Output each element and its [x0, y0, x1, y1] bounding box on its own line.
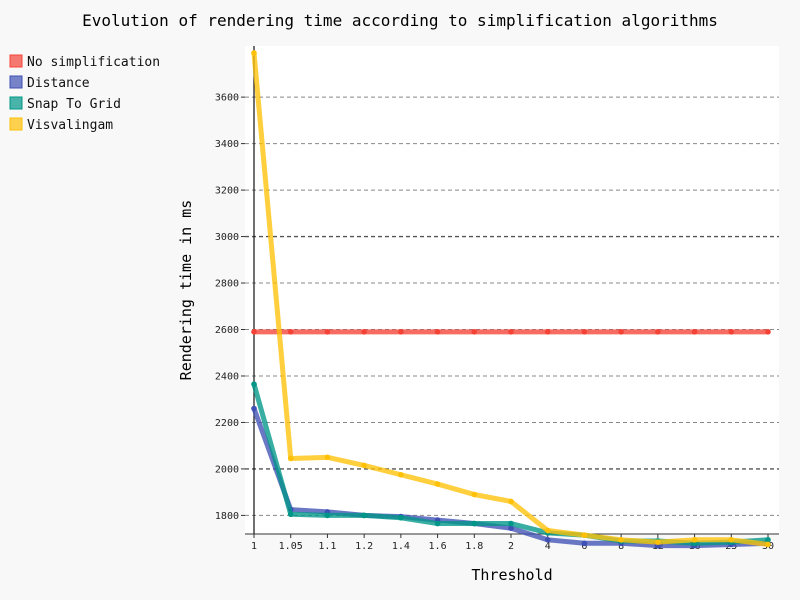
- data-point: [398, 329, 404, 335]
- y-tick-label: 2000: [215, 464, 239, 475]
- y-tick-label: 3200: [215, 186, 239, 197]
- legend-label: Distance: [27, 76, 90, 91]
- data-point: [471, 491, 478, 498]
- data-point: [508, 520, 514, 527]
- data-point: [691, 537, 698, 543]
- data-point: [287, 329, 294, 335]
- legend-item: Visvalingam: [9, 117, 113, 133]
- x-axis-label: Threshold: [471, 566, 552, 584]
- data-point: [251, 50, 257, 56]
- data-point: [655, 329, 661, 335]
- legend-swatch: [9, 96, 23, 110]
- data-point: [765, 541, 771, 548]
- y-tick-label: 2400: [215, 371, 239, 382]
- data-point: [324, 454, 331, 461]
- x-tick-label: 6: [581, 541, 587, 552]
- x-tick-label: 1.6: [429, 541, 447, 552]
- data-point: [765, 537, 771, 543]
- y-tick-label: 2600: [215, 325, 239, 336]
- data-point: [544, 329, 551, 335]
- data-point: [581, 540, 588, 547]
- x-tick-label: 1.8: [465, 541, 483, 552]
- legend-item: No simplification: [9, 54, 160, 70]
- x-tick-label: 1: [251, 541, 257, 552]
- data-point: [728, 329, 735, 335]
- x-tick-label: 1.1: [318, 541, 336, 552]
- y-tick-label: 3600: [215, 93, 239, 104]
- data-point: [324, 512, 331, 519]
- data-point: [471, 520, 478, 527]
- series-layer: [251, 50, 771, 549]
- data-point: [361, 462, 367, 469]
- legend-label: Visvalingam: [27, 118, 113, 133]
- plot-area: [245, 46, 779, 534]
- chart-title: Evolution of rendering time according to…: [82, 11, 718, 30]
- data-point: [508, 329, 514, 335]
- data-point: [544, 537, 551, 543]
- y-tick-label: 2800: [215, 279, 239, 290]
- y-tick-label: 3000: [215, 232, 239, 243]
- data-point: [581, 329, 588, 335]
- data-point: [398, 514, 404, 521]
- data-point: [618, 537, 624, 543]
- data-point: [508, 525, 514, 531]
- x-tick-label: 1.05: [279, 541, 303, 552]
- data-point: [251, 381, 257, 387]
- data-point: [434, 481, 441, 487]
- series-3: [251, 50, 771, 548]
- data-point: [581, 532, 588, 538]
- data-point: [508, 498, 514, 505]
- data-point: [324, 329, 331, 335]
- data-point: [361, 329, 367, 335]
- data-point: [655, 539, 661, 545]
- y-axis: 1800 2000 2200 2400 2600 2800 3000 3200 3400 3600: [215, 46, 255, 534]
- legend-item: Snap To Grid: [9, 96, 121, 112]
- data-point: [287, 455, 294, 462]
- data-point: [618, 329, 624, 335]
- x-tick-label: 4: [545, 541, 551, 552]
- data-point: [765, 329, 771, 335]
- data-point: [398, 471, 404, 478]
- series-0: [251, 329, 771, 335]
- data-point: [287, 511, 294, 518]
- x-tick-label: 8: [618, 541, 624, 552]
- data-point: [471, 329, 478, 335]
- data-point: [251, 405, 257, 412]
- data-point: [728, 537, 735, 543]
- data-point: [251, 329, 257, 335]
- y-tick-label: 3400: [215, 139, 239, 150]
- y-axis-label: Rendering time in ms: [177, 200, 195, 381]
- legend-label: Snap To Grid: [27, 97, 121, 112]
- data-point: [544, 527, 551, 534]
- legend-swatch: [9, 117, 23, 131]
- data-point: [361, 512, 367, 519]
- legend-label: No simplification: [27, 55, 160, 70]
- x-tick-label: 2: [508, 541, 514, 552]
- legend-item: Distance: [9, 75, 90, 91]
- legend-swatch: [9, 75, 23, 89]
- legend-swatch: [9, 54, 23, 68]
- data-point: [434, 520, 441, 527]
- x-tick-label: 1.4: [392, 541, 410, 552]
- y-tick-label: 2200: [215, 418, 239, 429]
- data-point: [691, 329, 698, 335]
- data-point: [434, 329, 441, 335]
- y-tick-label: 1800: [215, 511, 239, 522]
- x-tick-label: 1.2: [355, 541, 373, 552]
- legend: No simplification Distance Snap To Grid Vis…: [9, 54, 160, 133]
